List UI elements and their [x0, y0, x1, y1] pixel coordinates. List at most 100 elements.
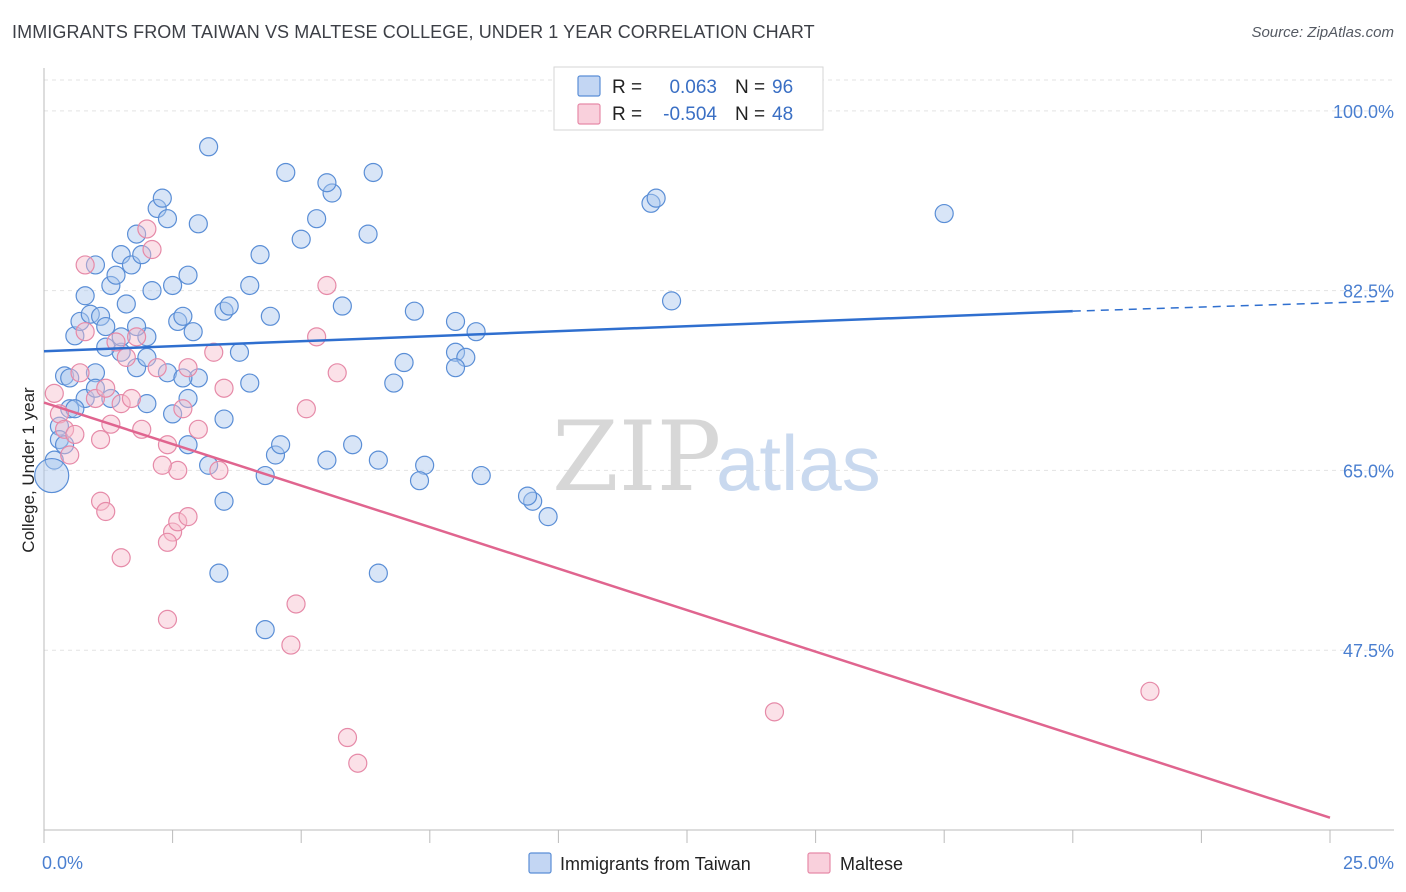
data-point-taiwan — [137, 394, 157, 414]
data-point-taiwan — [188, 214, 208, 234]
series-legend-label-taiwan: Immigrants from Taiwan — [560, 854, 751, 874]
series-taiwan-points — [34, 137, 954, 640]
data-point-taiwan — [317, 450, 337, 470]
data-point-taiwan — [332, 296, 352, 316]
data-point-taiwan — [265, 445, 286, 465]
data-point-maltese — [75, 255, 95, 275]
legend-n-label-taiwan: N = — [735, 77, 765, 98]
data-point-taiwan — [214, 491, 234, 511]
data-point-taiwan — [646, 188, 666, 208]
x-tick-label-min: 0.0% — [42, 853, 83, 873]
data-point-maltese — [214, 378, 234, 398]
data-point-maltese — [152, 455, 172, 475]
x-axis-ticks — [43, 830, 1331, 843]
series-legend-label-maltese: Maltese — [840, 854, 903, 874]
data-point-taiwan — [85, 255, 106, 275]
data-point-taiwan — [219, 296, 239, 316]
data-point-taiwan — [445, 311, 466, 332]
data-point-maltese — [142, 239, 162, 260]
data-point-taiwan — [466, 322, 486, 342]
data-point-taiwan — [358, 224, 378, 244]
data-point-taiwan — [363, 162, 383, 183]
data-point-taiwan — [317, 173, 337, 193]
data-point-maltese — [168, 460, 188, 481]
data-point-maltese — [147, 358, 167, 378]
data-point-taiwan — [90, 306, 111, 326]
data-point-taiwan — [60, 368, 80, 388]
legend-n-value-taiwan: 96 — [772, 77, 793, 98]
data-point-taiwan — [178, 435, 198, 455]
series-legend-swatch-maltese — [807, 852, 831, 874]
data-point-maltese — [348, 753, 368, 773]
trend-line-taiwan-extension — [1072, 300, 1395, 312]
data-point-maltese — [111, 394, 131, 414]
data-point-taiwan — [517, 486, 538, 506]
y-tick-label: 100.0% — [1333, 102, 1394, 122]
data-point-taiwan — [471, 465, 491, 486]
data-point-maltese — [137, 219, 157, 239]
data-point-taiwan — [183, 322, 203, 342]
data-point-maltese — [90, 429, 111, 450]
data-point-maltese — [70, 363, 90, 383]
data-point-maltese — [85, 388, 106, 409]
legend-n-label-maltese: N = — [735, 104, 765, 125]
data-point-taiwan — [173, 306, 193, 326]
trend-lines — [43, 300, 1395, 819]
data-point-taiwan — [152, 188, 172, 208]
data-point-taiwan — [65, 326, 85, 346]
data-point-taiwan — [641, 193, 661, 213]
data-point-maltese — [96, 378, 116, 398]
y-tick-labels: 47.5% 65.0% 82.5% 100.0% — [1333, 102, 1394, 661]
data-point-taiwan — [307, 209, 327, 229]
data-point-maltese — [168, 512, 188, 532]
legend-r-value-taiwan: 0.063 — [669, 77, 717, 98]
data-point-taiwan — [409, 471, 430, 491]
data-point-maltese — [44, 383, 64, 403]
data-point-taiwan — [260, 306, 280, 326]
data-point-taiwan — [96, 337, 116, 357]
y-tick-label: 65.0% — [1343, 461, 1394, 481]
data-point-taiwan — [101, 388, 121, 409]
data-point-maltese — [204, 342, 224, 362]
legend-r-label-taiwan: R = — [612, 77, 642, 98]
series-legend-swatch-taiwan — [528, 852, 552, 874]
data-point-maltese — [317, 275, 337, 296]
data-point-taiwan — [661, 291, 682, 311]
data-point-maltese — [764, 702, 785, 722]
data-point-taiwan — [111, 245, 131, 265]
data-point-taiwan — [276, 162, 296, 183]
data-point-taiwan — [255, 620, 275, 640]
data-point-maltese — [1140, 681, 1160, 701]
data-point-taiwan — [173, 368, 193, 388]
y-tick-label: 82.5% — [1343, 282, 1394, 302]
data-point-taiwan — [445, 342, 466, 362]
data-point-maltese — [96, 501, 116, 522]
data-point-taiwan — [415, 455, 435, 475]
legend-r-value-maltese: -0.504 — [663, 104, 717, 125]
data-point-taiwan — [255, 465, 275, 486]
data-point-taiwan — [75, 286, 95, 306]
data-point-taiwan — [54, 435, 75, 455]
data-point-taiwan — [168, 311, 188, 332]
data-point-taiwan — [34, 457, 70, 494]
data-point-taiwan — [404, 301, 424, 321]
data-point-maltese — [54, 419, 75, 439]
data-point-maltese — [163, 522, 183, 542]
watermark-zip: ZIP — [552, 401, 721, 513]
data-point-taiwan — [240, 373, 260, 393]
data-point-maltese — [307, 327, 327, 347]
stats-legend: R = 0.063 N = 96 R = -0.504 N = 48 — [553, 66, 824, 131]
data-point-taiwan — [199, 137, 219, 157]
data-point-maltese — [209, 460, 229, 481]
data-point-maltese — [296, 399, 316, 419]
data-point-maltese — [327, 363, 347, 383]
trend-line-maltese — [43, 401, 1331, 819]
data-point-taiwan — [147, 198, 167, 219]
data-point-taiwan — [456, 347, 476, 367]
data-point-taiwan — [229, 342, 250, 362]
data-point-taiwan — [75, 388, 95, 409]
data-point-taiwan — [163, 404, 183, 424]
grid-lines — [44, 79, 1394, 651]
legend-swatch-taiwan — [577, 75, 601, 97]
data-point-taiwan — [157, 209, 178, 229]
